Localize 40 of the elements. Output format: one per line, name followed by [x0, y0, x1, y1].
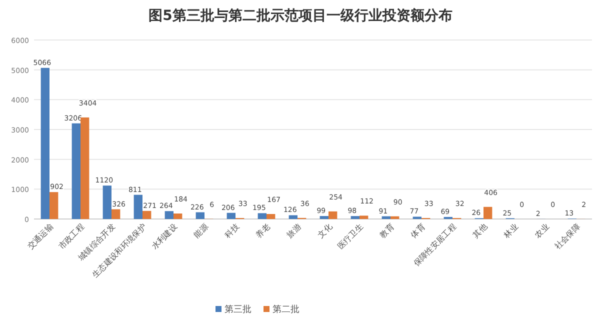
x-tick-label: 能源 [192, 222, 210, 240]
x-tick-label: 科技 [223, 222, 241, 240]
x-tick-label: 医疗卫生 [336, 222, 365, 252]
bar [328, 211, 338, 219]
x-tick-label: 旅游 [285, 222, 303, 240]
bar [484, 206, 492, 219]
bar [320, 216, 328, 219]
legend-label: 第二批 [272, 304, 300, 315]
x-tick-label: 教育 [378, 222, 396, 240]
bar [40, 68, 50, 219]
bar [142, 210, 152, 219]
bar [112, 209, 120, 219]
x-tick-label: 水利建设 [150, 222, 179, 252]
x-tick-label: 养老 [254, 222, 272, 240]
x-tick-label: 体育 [409, 222, 427, 240]
x-tick-label: 林业 [502, 222, 520, 240]
chart-title: 图5第三批与第二批示范项目一级行业投资额分布 [148, 7, 452, 24]
legend-label: 第三批 [224, 304, 252, 315]
bar [226, 212, 236, 219]
x-tick-label: 市政工程 [56, 222, 86, 252]
x-tick-label: 社会保障 [552, 222, 582, 252]
bar [174, 214, 182, 219]
bar [72, 123, 80, 219]
bar [50, 192, 58, 219]
bar [350, 216, 360, 219]
x-tick-label: 农业 [533, 222, 551, 240]
x-tick-label: 交通运输 [26, 222, 55, 252]
bar [266, 214, 276, 219]
bar [80, 117, 90, 219]
x-tick-label: 其他 [471, 222, 489, 240]
bar [288, 215, 298, 219]
bar [196, 212, 204, 219]
bar [134, 194, 142, 219]
bar [390, 216, 400, 219]
bar [258, 213, 266, 219]
bar [164, 211, 174, 219]
x-tick-label: 文化 [316, 222, 334, 240]
bar [102, 186, 112, 219]
bar [382, 216, 390, 219]
bar [360, 216, 368, 219]
